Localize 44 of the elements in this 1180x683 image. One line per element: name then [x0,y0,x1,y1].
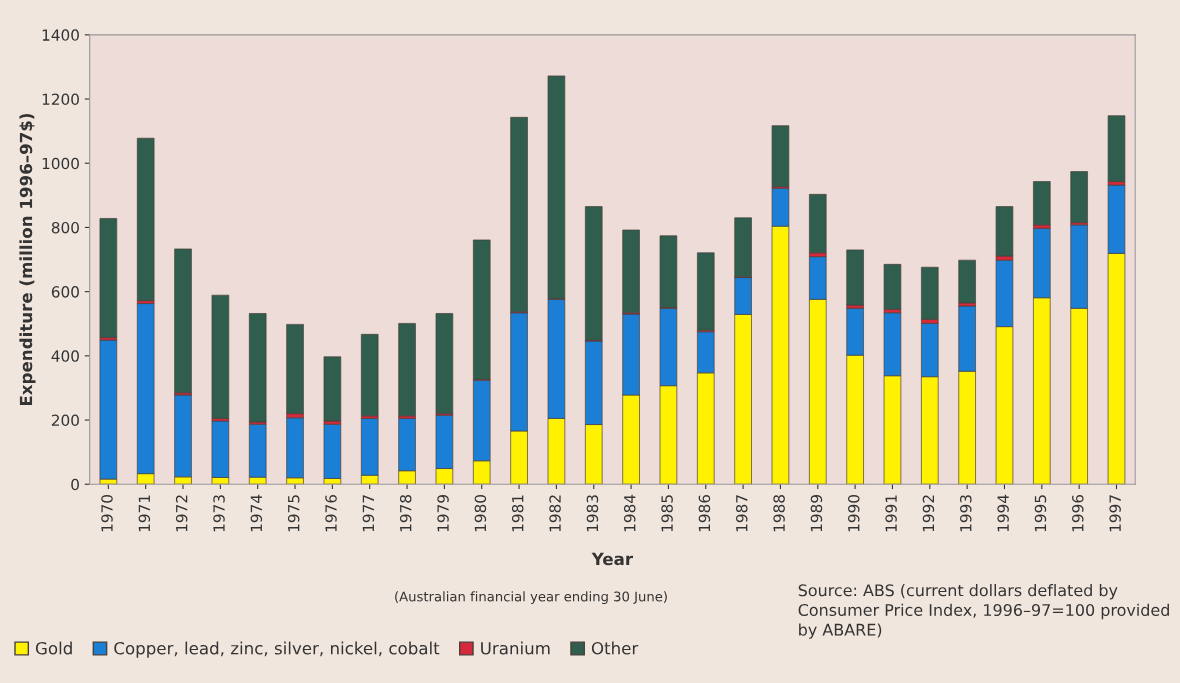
x-tick-label: 1982 [549,495,561,532]
x-tick-label: 1997 [1109,495,1121,532]
x-tick-label: 1983 [586,495,599,532]
legend-label: Copper, lead, zinc, silver, nickel, cobalt [114,641,440,658]
y-tick-label: 1200 [42,93,79,106]
x-tick-label: 1977 [362,495,375,532]
text: (Australian financial year ending 30 June) [395,591,667,605]
x-tick-label: 1979 [437,495,449,532]
x-tick-label: 1987 [735,495,748,532]
legend-label: Gold [35,641,72,655]
x-tick-label: 1971 [138,495,151,532]
x-tick-label: 1995 [1034,495,1047,532]
x-tick-label: 1974 [250,494,263,532]
x-axis-title: Year [591,552,634,566]
y-axis-title: Expenditure (million 1996–97$) [19,113,36,406]
x-tick-label: 1991 [885,495,897,532]
x-tick-label: 1976 [325,494,337,532]
legend-label: Other [591,641,639,655]
x-tick-label: 1993 [960,495,972,532]
x-tick-label: 1994 [997,494,1009,532]
x-tick-label: 1980 [474,494,487,532]
x-tick-label: 1989 [810,495,823,532]
y-tick-label: 400 [51,350,79,362]
legend-label: Uranium [481,641,550,655]
x-tick-label: 1984 [623,494,636,532]
x-tick-label: 1985 [661,495,673,532]
x-tick-label: 1970 [101,494,113,532]
y-tick-label: 800 [51,221,79,234]
y-tick-label: 0 [71,478,79,491]
x-tick-label: 1972 [175,495,188,532]
x-tick-label: 1992 [922,495,935,532]
y-tick-label: 1000 [42,157,79,170]
y-tick-label: 600 [51,286,79,298]
x-tick-label: 1996 [1072,494,1084,532]
x-tick-label: 1981 [511,495,524,532]
x-tick-label: 1973 [213,495,225,532]
x-tick-label: 1990 [848,494,860,532]
source-note: Source: ABS (current dollars deflated by Consumer Price Index, 1996–97=100 provided by ABARE) [798,583,1169,639]
y-tick-label: 200 [51,414,79,427]
x-tick-label: 1978 [399,495,412,532]
x-tick-label: 1986 [698,494,711,532]
y-tick-label: 1400 [42,29,79,41]
x-tick-label: 1988 [773,495,785,532]
x-tick-label: 1975 [287,495,300,532]
